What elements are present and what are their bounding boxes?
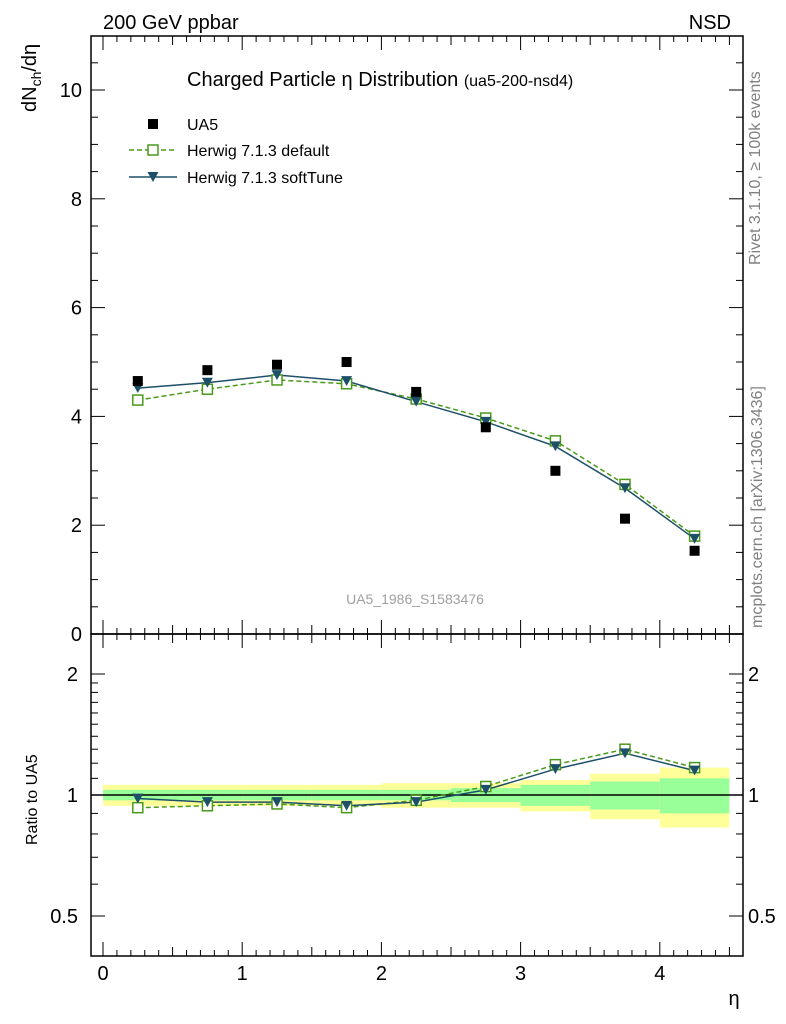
legend-label: UA5 <box>187 117 218 134</box>
ratio-point-herwig-softtune <box>132 793 144 804</box>
ratio-y-tick-label-left: 1 <box>67 785 78 807</box>
ratio-y-tick-label-right: 1 <box>748 785 759 807</box>
header-right: NSD <box>689 12 731 34</box>
point-ua5 <box>341 357 352 367</box>
ratio-point-herwig-default <box>132 801 144 814</box>
ratio-y-tick-label-left: 0.5 <box>50 906 78 928</box>
point-ua5 <box>689 545 700 556</box>
chart-title-suffix: Distribution <box>358 69 458 91</box>
point-ua5 <box>411 386 422 397</box>
x-tick-label: 4 <box>654 963 665 985</box>
chart-title-tag: (ua5-200-nsd4) <box>464 73 573 90</box>
x-tick-label: 1 <box>237 963 248 985</box>
x-tick-label: 3 <box>515 963 526 985</box>
point-ua5 <box>272 359 282 370</box>
ratio-axis-label: Ratio to UA5 <box>24 754 41 845</box>
x-tick-label: 0 <box>97 963 108 985</box>
ratio-y-tick-label-right: 2 <box>748 664 759 686</box>
point-herwig-softtune <box>410 396 422 407</box>
ratio-band-green <box>659 778 730 814</box>
legend-marker-herwig-softtune <box>147 172 159 182</box>
y-axis-label: dNch/dη <box>19 44 44 112</box>
legend-marker-herwig-default <box>147 144 159 156</box>
analysis-watermark: UA5_1986_S1583476 <box>346 591 484 607</box>
point-herwig-softtune <box>271 370 283 381</box>
main-plot-marks <box>132 357 701 556</box>
point-herwig-softtune <box>201 377 213 388</box>
point-ua5 <box>132 376 143 387</box>
point-herwig-default <box>132 394 144 406</box>
ratio-point-herwig-softtune <box>549 764 561 775</box>
ratio-plot-marks <box>132 743 701 814</box>
y-tick-label: 6 <box>71 298 82 320</box>
legend-label: Herwig 7.1.3 default <box>187 143 330 160</box>
ratio-plot-frame <box>90 633 744 957</box>
y-tick-label: 10 <box>60 80 82 102</box>
point-herwig-softtune <box>619 483 631 494</box>
chart-title: Charged Particle η Distribution (ua5-200… <box>187 69 573 91</box>
y-tick-label: 8 <box>71 189 82 211</box>
legend-label: Herwig 7.1.3 softTune <box>187 170 343 187</box>
ratio-y-tick-label-left: 2 <box>67 664 78 686</box>
ratio-line-herwig-default <box>137 748 695 809</box>
ratio-point-herwig-softtune <box>619 748 631 759</box>
axis-ticks: 0 1 2 3 4 0 2 4 6 8 10 0.5 0.5 1 1 2 2 <box>50 36 776 985</box>
point-ua5 <box>202 365 213 376</box>
chart-title-symbol: η <box>342 69 353 91</box>
point-ua5 <box>620 513 630 524</box>
ratio-point-herwig-softtune <box>341 800 353 811</box>
y-axis-label-tail: /dη <box>19 44 41 72</box>
point-herwig-softtune <box>549 441 561 452</box>
x-tick-label: 2 <box>376 963 387 985</box>
mcplots-label: mcplots.cern.ch [arXiv:1306.3436] <box>749 386 766 628</box>
legend-marker-ua5 <box>148 119 158 129</box>
rivet-label: Rivet 3.1.10, ≥ 100k events <box>747 71 764 265</box>
x-axis-label: η <box>728 988 739 1010</box>
point-ua5 <box>550 465 561 476</box>
ratio-y-tick-label-right: 0.5 <box>748 906 776 928</box>
chart-title-text: Charged Particle <box>187 69 336 91</box>
header-left: 200 GeV ppbar <box>103 12 239 34</box>
y-tick-label: 0 <box>71 624 82 646</box>
y-tick-label: 4 <box>71 406 82 428</box>
point-herwig-softtune <box>480 416 492 427</box>
ratio-point-herwig-softtune <box>201 797 213 808</box>
point-herwig-softtune <box>341 376 353 386</box>
y-axis-label-sub: ch <box>28 72 44 87</box>
y-tick-label: 2 <box>71 515 82 537</box>
legend: UA5 Herwig 7.1.3 default Herwig 7.1.3 soft… <box>129 117 343 187</box>
point-herwig-softtune <box>689 533 701 544</box>
point-ua5 <box>480 422 491 433</box>
ratio-point-herwig-softtune <box>410 797 422 808</box>
plot-frames <box>90 35 744 957</box>
ratio-point-herwig-softtune <box>480 784 492 795</box>
y-axis-label-main: dN <box>19 86 41 112</box>
ratio-point-herwig-softtune <box>271 797 283 808</box>
ratio-point-herwig-softtune <box>689 765 701 776</box>
